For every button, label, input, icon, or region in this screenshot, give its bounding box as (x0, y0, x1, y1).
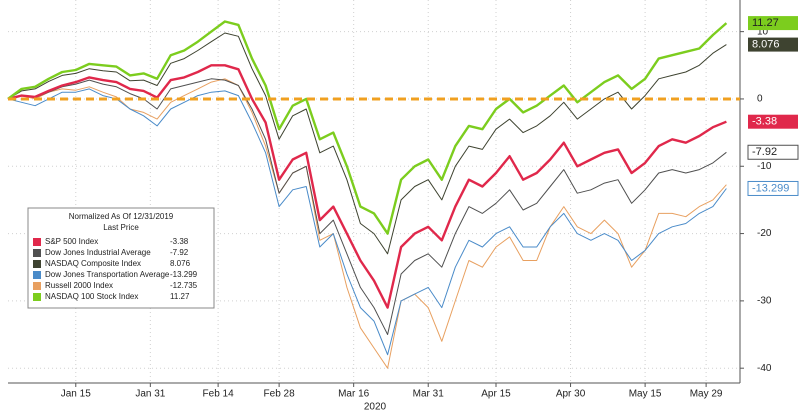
x-tick-label: May 29 (690, 389, 723, 400)
legend-label: S&P 500 Index (45, 237, 98, 246)
x-tick-label: May 15 (629, 389, 662, 400)
legend-swatch (33, 238, 41, 246)
legend-swatch (33, 260, 41, 268)
end-tag (747, 180, 799, 196)
x-tick-label: Feb 28 (264, 389, 296, 400)
series-line (7, 20, 728, 235)
y-tick-label: 0 (757, 94, 763, 105)
x-axis-label: 2020 (364, 402, 387, 413)
y-tick-label: -30 (757, 296, 772, 307)
legend-label: Dow Jones Industrial Average (45, 248, 151, 257)
x-tick-label: Apr 30 (556, 389, 586, 400)
x-tick-label: Jan 31 (135, 389, 165, 400)
legend-value: 11.27 (170, 292, 190, 301)
end-tag-label: -3.38 (752, 116, 777, 128)
legend-swatch (33, 249, 41, 257)
end-tag (748, 114, 798, 129)
series-line (7, 64, 727, 309)
y-tick-label: 10 (757, 26, 769, 37)
legend-value: -7.92 (170, 248, 189, 257)
x-tick-label: Mar 31 (413, 389, 445, 400)
legend-value: 8.076 (170, 259, 191, 268)
legend-swatch (33, 293, 41, 301)
legend-label: NASDAQ Composite Index (45, 259, 141, 268)
legend-swatch (33, 271, 41, 279)
legend-label: NASDAQ 100 Stock Index (45, 292, 138, 301)
end-tag (747, 144, 799, 160)
end-tag-label: 11.27 (752, 17, 779, 29)
end-tag-label: -7.92 (752, 146, 777, 158)
legend-label: Dow Jones Transportation Average (45, 270, 170, 279)
end-tag (748, 16, 798, 31)
x-tick-label: Apr 15 (481, 389, 511, 400)
y-tick-label: -20 (757, 228, 772, 239)
y-tick-label: -40 (757, 363, 772, 374)
legend-box (27, 207, 215, 309)
legend-value: -12.735 (170, 281, 198, 290)
series-line (7, 78, 727, 335)
x-tick-label: Mar 16 (338, 389, 370, 400)
end-tag (748, 37, 798, 52)
legend: Normalized As Of 12/31/2019 Last Price S&P… (27, 207, 215, 309)
end-tag-label: -13.299 (752, 182, 789, 194)
y-tick-label: -10 (757, 161, 772, 172)
legend-label: Russell 2000 Index (45, 281, 113, 290)
legend-subtitle: Last Price (103, 223, 139, 232)
legend-value: -13.299 (170, 270, 198, 279)
legend-title: Normalized As Of 12/31/2019 (69, 212, 174, 221)
legend-value: -3.38 (170, 237, 189, 246)
x-tick-label: Jan 15 (61, 389, 91, 400)
legend-swatch (33, 282, 41, 290)
x-tick-label: Feb 14 (203, 389, 235, 400)
end-tag-label: 8.076 (752, 38, 780, 50)
series-line (7, 88, 727, 356)
